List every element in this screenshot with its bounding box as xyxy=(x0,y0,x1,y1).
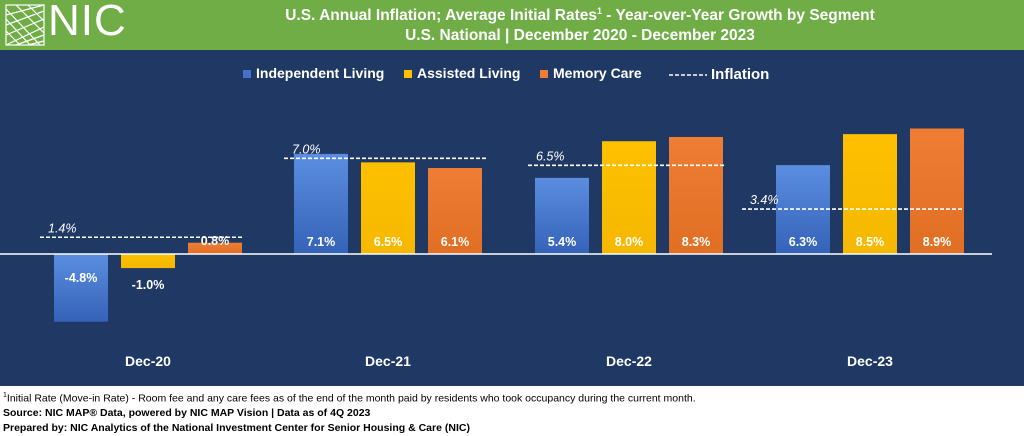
x-axis: Dec-20 Dec-21 Dec-22 Dec-23 xyxy=(0,253,992,369)
bar-memory-care-dec-22 xyxy=(669,136,723,254)
legend-swatch-assisted-living xyxy=(404,70,412,78)
logo-text: NIC xyxy=(48,0,127,45)
prepared-by-note: Prepared by: NIC Analytics of the Nation… xyxy=(3,421,470,434)
logo-grid-icon xyxy=(5,4,45,46)
bar-assisted-living-dec-22 xyxy=(602,141,656,254)
x-tick-label-dec-20: Dec-20 xyxy=(125,353,171,369)
data-label-memory-care-dec-21: 6.1% xyxy=(441,235,470,249)
source-note: Source: NIC MAP® Data, powered by NIC MA… xyxy=(3,407,371,419)
data-label-assisted-living-dec-20: -1.0% xyxy=(132,278,165,292)
x-tick-label-dec-23: Dec-23 xyxy=(847,353,893,369)
nic-logo xyxy=(5,4,45,46)
legend: Independent Living Assisted Living Memory … xyxy=(243,65,769,83)
data-label-independent-living-dec-21: 7.1% xyxy=(307,235,336,249)
data-label-assisted-living-dec-23: 8.5% xyxy=(856,235,885,249)
legend-label-assisted-living: Assisted Living xyxy=(417,65,520,81)
bar-assisted-living-dec-20 xyxy=(121,254,175,269)
legend-label-independent-living: Independent Living xyxy=(256,65,384,81)
legend-label-inflation: Inflation xyxy=(711,66,769,83)
legend-swatch-memory-care xyxy=(540,70,548,78)
data-label-assisted-living-dec-22: 8.0% xyxy=(615,235,644,249)
data-label-memory-care-dec-23: 8.9% xyxy=(923,235,952,249)
chart-subtitle: U.S. National | December 2020 - December… xyxy=(405,27,755,44)
footnote-text: Initial Rate (Move-in Rate) - Room fee a… xyxy=(6,392,696,405)
footnote-mark: 1 xyxy=(3,392,7,399)
data-label-assisted-living-dec-21: 6.5% xyxy=(374,235,403,249)
x-tick-label-dec-21: Dec-21 xyxy=(365,353,411,369)
x-tick-label-dec-22: Dec-22 xyxy=(606,353,652,369)
footnote: 1Initial Rate (Move-in Rate) - Room fee … xyxy=(3,389,1021,406)
data-label-independent-living-dec-22: 5.4% xyxy=(548,235,577,249)
chart-title-rest: - Year-over-Year Growth by Segment xyxy=(602,7,875,25)
bar-memory-care-dec-21 xyxy=(428,167,482,254)
chart-title-main: U.S. Annual Inflation; Average Initial R… xyxy=(285,7,597,25)
bar-memory-care-dec-23 xyxy=(910,128,964,254)
bar-independent-living-dec-21 xyxy=(294,153,348,254)
chart-title-footnote-mark: 1 xyxy=(596,6,602,16)
data-label-independent-living-dec-23: 6.3% xyxy=(789,235,818,249)
data-label-memory-care-dec-22: 8.3% xyxy=(682,235,711,249)
data-label-memory-care-dec-20: 0.8% xyxy=(201,234,230,248)
legend-label-memory-care: Memory Care xyxy=(553,65,642,81)
inflation-label-dec-20: 1.4% xyxy=(48,221,77,235)
data-label-independent-living-dec-20: -4.8% xyxy=(65,271,98,285)
footer: 1Initial Rate (Move-in Rate) - Room fee … xyxy=(3,389,1021,435)
inflation-label-dec-21: 7.0% xyxy=(292,142,321,156)
header-bar: NIC U.S. Annual Inflation; Average Initi… xyxy=(0,0,1024,50)
chart-title: U.S. Annual Inflation; Average Initial R… xyxy=(160,6,1000,25)
bars-layer: -4.8% -1.0% 0.8% 7.1% 6.5% 6.1% 5.4% 8.0% 8.3% 6.… xyxy=(54,128,964,322)
chart-svg: Independent Living Assisted Living Memory … xyxy=(0,65,992,369)
chart-panel: Independent Living Assisted Living Memory … xyxy=(0,50,1024,386)
inflation-layer: 1.4% 7.0% 6.5% 3.4% xyxy=(40,142,962,239)
inflation-label-dec-23: 3.4% xyxy=(750,193,779,207)
inflation-label-dec-22: 6.5% xyxy=(536,149,565,163)
bar-memory-care-dec-20 xyxy=(188,242,242,254)
bar-independent-living-dec-20 xyxy=(54,254,108,322)
legend-swatch-independent-living xyxy=(243,70,251,78)
bar-assisted-living-dec-23 xyxy=(843,134,897,254)
bar-independent-living-dec-22 xyxy=(535,177,589,254)
bar-assisted-living-dec-21 xyxy=(361,162,415,254)
